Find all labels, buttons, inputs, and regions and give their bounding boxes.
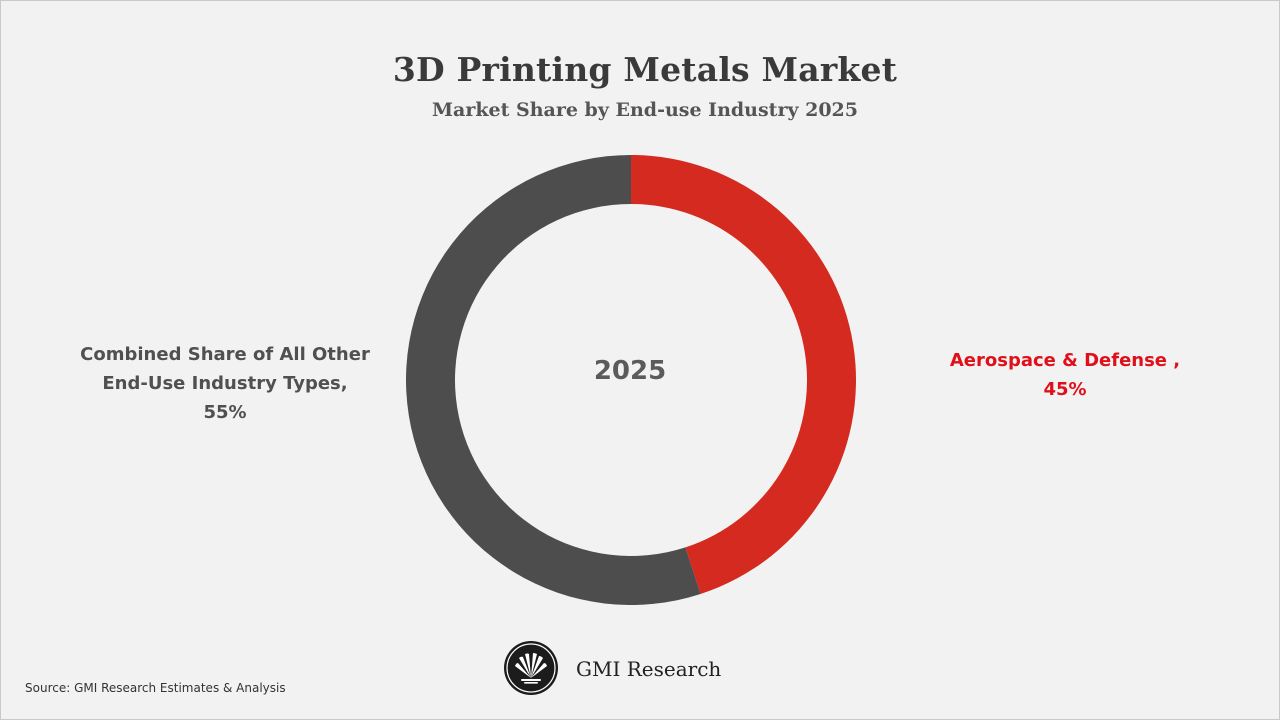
donut-center-label: 2025 <box>593 356 667 386</box>
slice-value-other: 55% <box>203 402 247 423</box>
chart-subtitle: Market Share by End-use Industry 2025 <box>432 99 858 121</box>
brand-name: GMI Research <box>576 657 722 681</box>
slice-label-other-line-2: End-Use Industry Types, <box>102 373 348 394</box>
slice-label-other-industries: Combined Share of All Other End-Use Indu… <box>60 340 390 427</box>
donut-slice-aerospace-defense <box>631 155 856 594</box>
chart-title: 3D Printing Metals Market <box>392 50 898 89</box>
slice-label-aerospace-name: Aerospace & Defense , <box>949 350 1181 371</box>
gmi-fan-logo-icon <box>504 641 558 695</box>
slice-value-aerospace: 45% <box>1043 379 1087 400</box>
source-note: Source: GMI Research Estimates & Analysi… <box>25 681 286 695</box>
donut-slice-other-industries <box>406 155 701 605</box>
slice-label-aerospace-defense: Aerospace & Defense , 45% <box>930 346 1200 404</box>
slice-label-other-line-1: Combined Share of All Other <box>80 344 370 365</box>
